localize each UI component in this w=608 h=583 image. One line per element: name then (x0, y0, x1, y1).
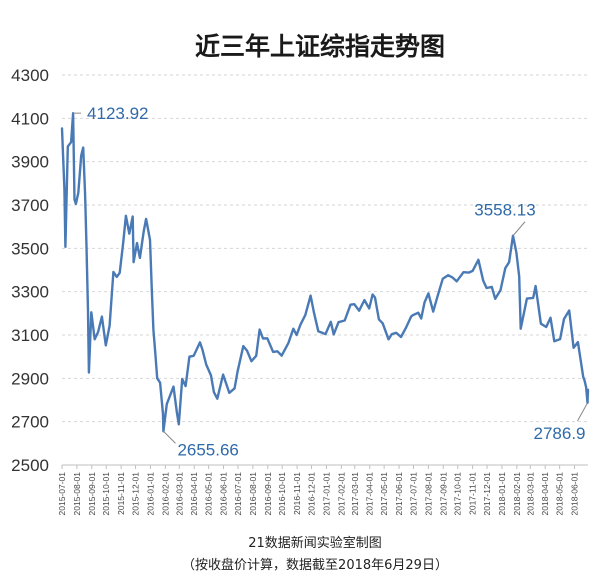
x-tick-label: 2018-06-01 (570, 472, 580, 516)
x-tick-label: 2016-11-01 (292, 472, 302, 515)
chart-title: 近三年上证综指走势图 (195, 32, 445, 61)
x-tick-label: 2015-07-01 (57, 472, 67, 516)
x-tick-label: 2017-09-01 (438, 472, 448, 516)
series-layer (60, 112, 590, 433)
annotation-layer: 4123.92 2655.66 3558.13 2786.9 (73, 104, 588, 459)
x-tick-label: 2017-10-01 (453, 472, 463, 516)
x-tick-label: 2016-10-01 (277, 472, 287, 516)
x-tick-label: 2016-04-01 (189, 472, 199, 516)
grid-layer (62, 74, 588, 466)
x-tick-label: 2018-03-01 (525, 472, 535, 516)
x-tick-label: 2016-06-01 (219, 472, 229, 516)
x-tick-label: 2017-06-01 (394, 472, 404, 516)
y-tick-label: 3900 (11, 153, 49, 172)
annotation-label: 3558.13 (474, 201, 535, 220)
x-tick-label: 2016-03-01 (174, 472, 184, 516)
annotation-leader (163, 430, 176, 444)
x-tick-label: 2017-03-01 (350, 472, 360, 516)
footer-note: （按收盘价计算，数据截至2018年6月29日） (182, 557, 448, 573)
annotation-label: 2786.9 (534, 424, 586, 443)
annotation-leader (512, 221, 526, 237)
x-tick-label: 2017-04-01 (365, 472, 375, 516)
x-tick-label: 2017-12-01 (482, 472, 492, 516)
x-tick-label: 2015-09-01 (87, 472, 97, 516)
x-tick-label: 2016-09-01 (263, 472, 273, 516)
x-tick-label: 2016-01-01 (145, 472, 155, 516)
y-tick-label: 3300 (11, 283, 49, 302)
x-tick-label: 2015-11-01 (116, 472, 126, 515)
x-tick-label: 2017-02-01 (336, 472, 346, 516)
x-axis-ticks: 2015-07-01 2015-08-01 2015-09-01 2015-10-01… (57, 465, 580, 515)
y-axis-ticks: 2500 2700 2900 3100 3300 3500 3700 3900 4100 4300 (11, 66, 49, 475)
x-tick-label: 2018-02-01 (512, 472, 522, 516)
y-tick-label: 4300 (11, 66, 49, 85)
x-tick-label: 2017-08-01 (423, 472, 433, 516)
y-tick-label: 3700 (11, 196, 49, 215)
x-tick-label: 2016-08-01 (248, 472, 258, 516)
y-tick-label: 2900 (11, 369, 49, 388)
x-tick-label: 2018-05-01 (555, 472, 565, 516)
x-tick-label: 2018-01-01 (497, 472, 507, 516)
x-tick-label: 2016-05-01 (204, 472, 214, 516)
x-tick-label: 2018-04-01 (540, 472, 550, 516)
y-tick-label: 2700 (11, 413, 49, 432)
x-tick-label: 2017-05-01 (379, 472, 389, 516)
x-tick-label: 2015-10-01 (101, 472, 111, 516)
annotation-leader (577, 402, 588, 422)
x-tick-label: 2016-07-01 (233, 472, 243, 516)
series-line-0 (60, 112, 590, 433)
x-tick-label: 2017-07-01 (408, 472, 418, 516)
x-tick-label: 2016-02-01 (160, 472, 170, 516)
x-tick-label: 2017-11-01 (468, 472, 478, 515)
y-tick-label: 3100 (11, 326, 49, 345)
x-tick-label: 2017-01-01 (321, 472, 331, 516)
footer-credit: 21数据新闻实验室制图 (248, 535, 382, 551)
x-tick-label: 2015-12-01 (131, 472, 141, 516)
annotation-label: 2655.66 (177, 440, 238, 459)
y-tick-label: 4100 (11, 109, 49, 128)
annotation-label: 4123.92 (87, 104, 148, 123)
x-tick-label: 2015-08-01 (72, 472, 82, 516)
x-tick-label: 2016-12-01 (307, 472, 317, 516)
y-tick-label: 3500 (11, 239, 49, 258)
y-tick-label: 2500 (11, 456, 49, 475)
